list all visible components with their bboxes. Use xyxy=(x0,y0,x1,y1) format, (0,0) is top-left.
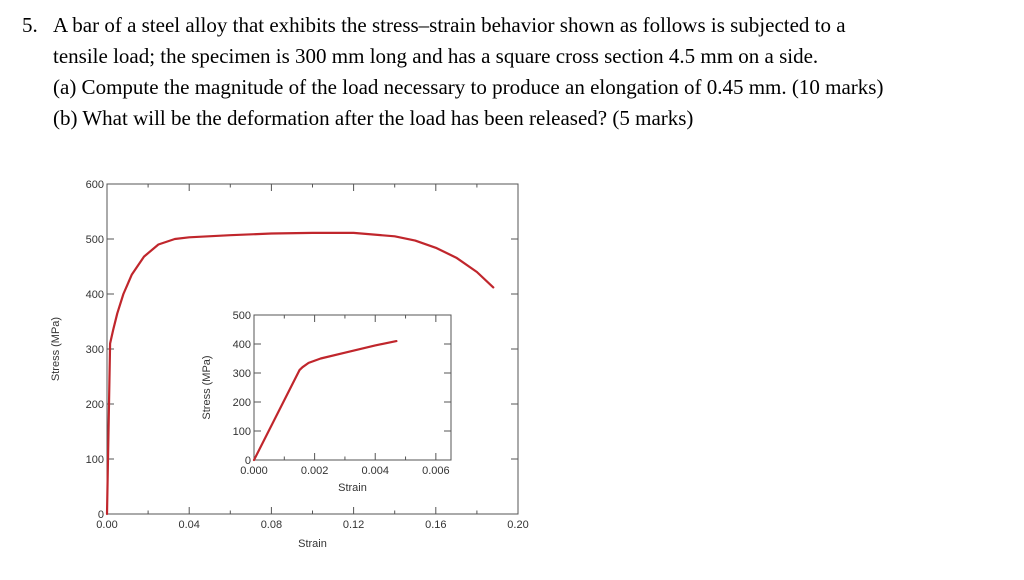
main-y-tick-label: 600 xyxy=(86,179,104,191)
inset-x-tick-label: 0.006 xyxy=(422,465,450,477)
main-x-tick-label: 0.08 xyxy=(261,519,282,531)
main-stress-strain-curve xyxy=(105,231,495,516)
main-x-tick-label: 0.12 xyxy=(343,519,364,531)
inset-y-tick-label: 200 xyxy=(233,397,251,409)
main-y-tick-label: 300 xyxy=(86,344,104,356)
inset-y-axis-title: Stress (MPa) xyxy=(201,355,213,419)
inset-y-tick-label: 100 xyxy=(233,426,251,438)
question-part-a: (a) Compute the magnitude of the load ne… xyxy=(53,75,884,99)
inset-y-tick-label: 300 xyxy=(233,368,251,380)
inset-x-tick-label: 0.000 xyxy=(240,465,268,477)
inset-x-axis-title: Strain xyxy=(338,482,367,494)
inset-y-tick-label: 400 xyxy=(233,339,251,351)
main-x-axis-title: Strain xyxy=(298,538,327,550)
main-y-tick-label: 100 xyxy=(86,454,104,466)
inset-y-tick-label: 500 xyxy=(233,310,251,322)
main-x-tick-label: 0.00 xyxy=(96,519,117,531)
question-line-1: 5. A bar of a steel alloy that exhibits t… xyxy=(22,10,1012,41)
main-y-tick-label: 200 xyxy=(86,399,104,411)
question-part-b: (b) What will be the deformation after t… xyxy=(53,106,694,130)
question-text-1: A bar of a steel alloy that exhibits the… xyxy=(53,13,846,37)
inset-plot-frame xyxy=(253,314,452,461)
inset-y-tick-label: 0 xyxy=(245,455,251,467)
inset-stress-strain-curve xyxy=(252,340,398,462)
main-y-axis-title: Stress (MPa) xyxy=(50,317,62,381)
inset-x-tick-label: 0.004 xyxy=(361,465,389,477)
main-stress-strain-chart: 0.00 0.04 0.08 0.12 0.16 0.20 0 100 200 300 400 500… xyxy=(50,179,529,550)
main-x-tick-label: 0.04 xyxy=(178,519,199,531)
question-number: 5. xyxy=(22,13,38,37)
question-block: 5. A bar of a steel alloy that exhibits t… xyxy=(22,10,1012,134)
main-y-tick-label: 0 xyxy=(98,509,104,521)
main-x-tick-label: 0.16 xyxy=(425,519,446,531)
question-line-2: tensile load; the specimen is 300 mm lon… xyxy=(53,44,819,68)
inset-x-tick-label: 0.002 xyxy=(301,465,329,477)
main-y-tick-label: 500 xyxy=(86,234,104,246)
main-y-tick-label: 400 xyxy=(86,289,104,301)
inset-background xyxy=(251,313,451,463)
inset-stress-strain-chart: 0.000 0.002 0.004 0.006 0 100 200 300 400 500 Stra… xyxy=(201,310,452,494)
main-x-tick-label: 0.20 xyxy=(507,519,528,531)
